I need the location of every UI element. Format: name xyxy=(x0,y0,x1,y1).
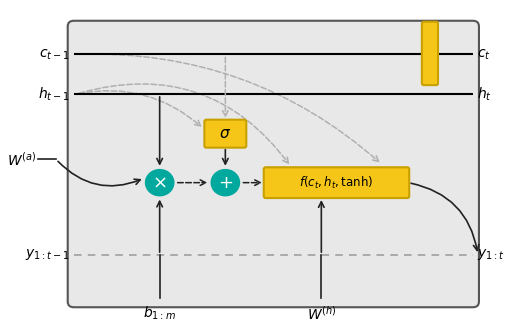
Text: $h_t$: $h_t$ xyxy=(477,85,492,103)
Text: $b_{1:m}$: $b_{1:m}$ xyxy=(143,305,176,322)
Text: $c_t$: $c_t$ xyxy=(477,47,491,62)
Text: $c_{t-1}$: $c_{t-1}$ xyxy=(39,47,70,62)
Circle shape xyxy=(145,170,174,196)
Text: $f(c_t,h_t,\mathrm{tanh})$: $f(c_t,h_t,\mathrm{tanh})$ xyxy=(300,174,374,191)
Text: $+$: $+$ xyxy=(218,174,233,192)
Text: $y_{1:t}$: $y_{1:t}$ xyxy=(477,248,505,262)
FancyBboxPatch shape xyxy=(68,21,479,307)
FancyBboxPatch shape xyxy=(205,120,246,148)
Text: $\times$: $\times$ xyxy=(152,174,167,192)
Circle shape xyxy=(211,170,240,196)
Text: $h_{t-1}$: $h_{t-1}$ xyxy=(38,85,70,103)
Text: $W^{(a)}$: $W^{(a)}$ xyxy=(7,150,36,168)
FancyBboxPatch shape xyxy=(264,167,409,198)
Text: $y_{1:t-1}$: $y_{1:t-1}$ xyxy=(25,248,70,262)
Text: $\sigma$: $\sigma$ xyxy=(219,126,231,141)
Text: $W^{(h)}$: $W^{(h)}$ xyxy=(306,304,336,322)
FancyBboxPatch shape xyxy=(422,22,438,85)
